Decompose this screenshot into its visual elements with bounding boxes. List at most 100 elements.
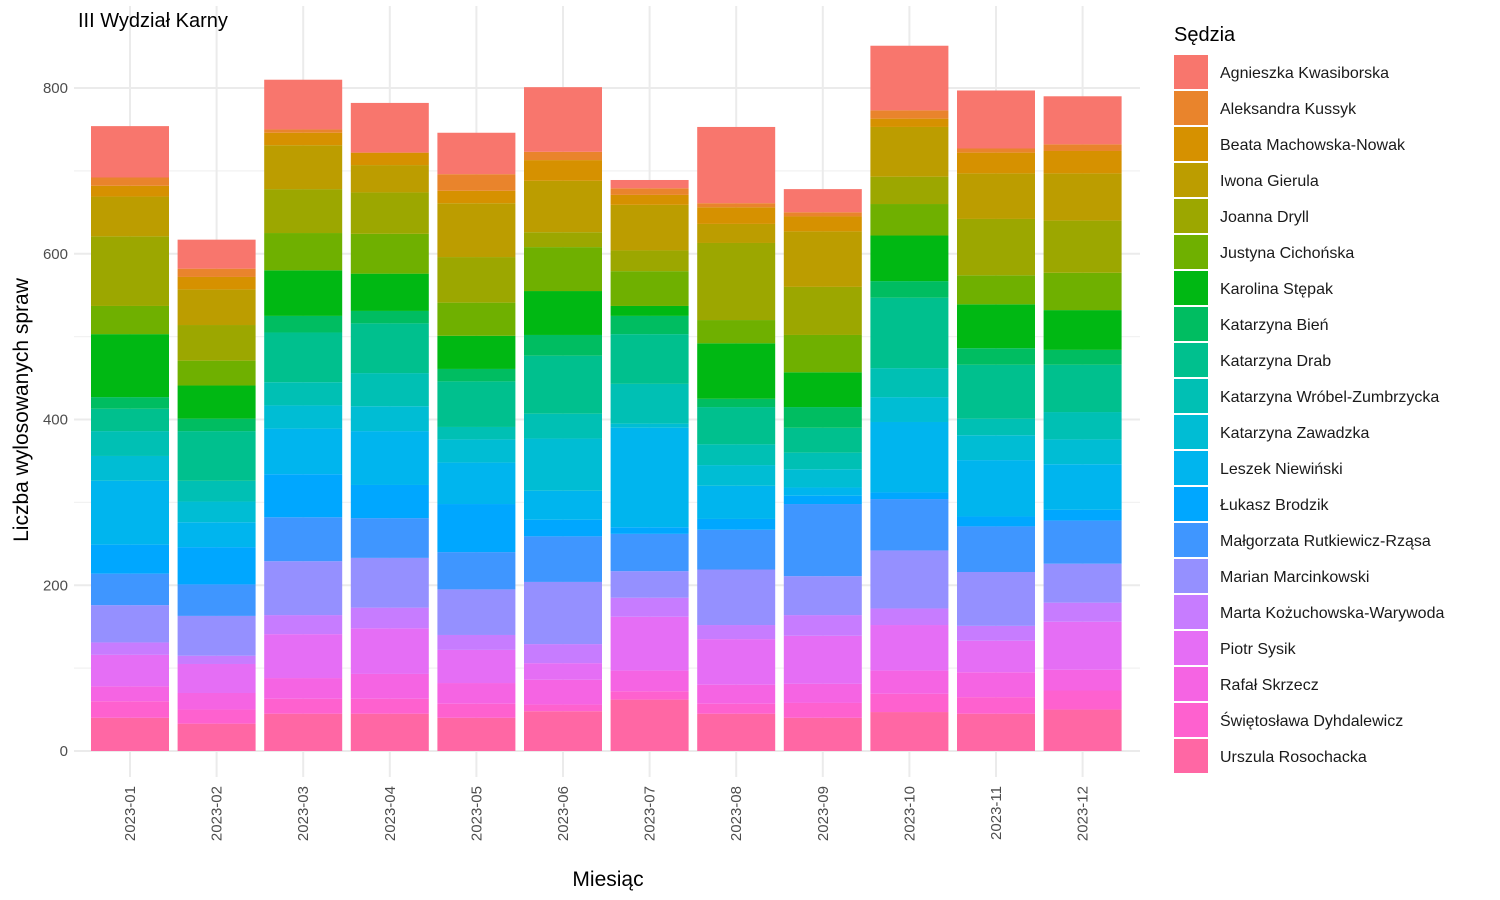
bar-segment [957, 672, 1035, 698]
bar-segment [610, 571, 689, 598]
x-tick-label: 2023-11 [988, 786, 1005, 840]
bar-segment [524, 232, 602, 248]
bar-segment [177, 360, 256, 386]
bar-segment [610, 597, 689, 617]
bar-segment [437, 203, 516, 258]
bar-segment [610, 194, 689, 205]
bar-segment [177, 547, 256, 585]
legend-swatch [1174, 667, 1208, 701]
bar-segment [91, 177, 169, 186]
bar-segment [610, 271, 689, 306]
bar-segment [610, 533, 689, 572]
bar-segment [1043, 690, 1122, 710]
legend-label: Katarzyna Zawadzka [1220, 425, 1370, 442]
bar-segment [264, 428, 343, 475]
x-tick-label: 2023-07 [642, 786, 659, 841]
bar-segment [264, 189, 343, 234]
bar-segment [437, 426, 516, 440]
bar-segment [437, 368, 516, 382]
bar-segment [1043, 509, 1122, 521]
bar-segment [264, 315, 343, 333]
x-tick-label: 2023-10 [901, 786, 918, 841]
legend-swatch [1174, 91, 1208, 125]
bar-segment [783, 372, 862, 408]
bar-segment [91, 701, 169, 718]
legend-swatch [1174, 631, 1208, 665]
bar-segment [783, 427, 862, 453]
bar-segment [350, 323, 429, 374]
bar-segment [1043, 621, 1122, 670]
bar-segment [264, 713, 343, 751]
legend-label: Joanna Dryll [1220, 209, 1309, 226]
bar-segment [783, 469, 862, 488]
bar-segment [957, 218, 1035, 276]
bar-segment [91, 642, 169, 655]
bar-segment [957, 516, 1035, 527]
bar-segment [957, 275, 1035, 305]
bar-segment [437, 504, 516, 553]
bar-segment [870, 608, 949, 626]
bar-segment [870, 118, 949, 127]
bar-segment [697, 569, 776, 626]
bar-segment [524, 704, 602, 712]
bar-segment [437, 174, 516, 191]
bar-segment [610, 334, 689, 384]
bar-segment [957, 148, 1035, 153]
legend-swatch [1174, 739, 1208, 773]
bar-segment [91, 605, 169, 643]
bar-segment [610, 427, 689, 528]
bar-segment [524, 644, 602, 664]
y-tick-label: 400 [43, 412, 68, 429]
bar-segment [1043, 520, 1122, 564]
bar-segment [437, 552, 516, 590]
bar-segment [870, 281, 949, 298]
bar-segment [177, 615, 256, 656]
bar-segment [783, 635, 862, 684]
bar-segment [524, 438, 602, 491]
bar-segment [177, 480, 256, 502]
bar-segment [610, 204, 689, 251]
legend-swatch [1174, 127, 1208, 161]
bar-segment [437, 132, 516, 175]
bar-segment [524, 247, 602, 292]
bar-segment [783, 683, 862, 703]
x-axis-title: Miesiąc [572, 868, 643, 891]
bar-segment [264, 79, 343, 130]
bar-segment [957, 90, 1035, 149]
bars [91, 45, 1122, 751]
bar-segment [524, 581, 602, 645]
bar-segment [91, 236, 169, 306]
bar-segment [350, 628, 429, 674]
bar-segment [1043, 439, 1122, 465]
bar-segment [783, 717, 862, 751]
bar-segment [957, 364, 1035, 419]
bar-segment [91, 431, 169, 456]
bar-segment [870, 625, 949, 671]
bar-segment [350, 484, 429, 519]
legend-swatch [1174, 595, 1208, 629]
bar-segment [264, 678, 343, 699]
bar-segment [870, 499, 949, 551]
bar-segment [610, 305, 689, 316]
legend-label: Justyna Cichońska [1220, 245, 1354, 262]
bar-segment [783, 504, 862, 577]
legend-swatch [1174, 703, 1208, 737]
bar-segment [870, 45, 949, 111]
bar-segment [1043, 709, 1122, 751]
bar-segment [697, 529, 776, 570]
bar-segment [264, 405, 343, 429]
bar-segment [870, 297, 949, 369]
bar-segment [524, 711, 602, 751]
bar-segment [91, 717, 169, 751]
bar-segment [697, 465, 776, 486]
bar-segment [697, 242, 776, 321]
bar-segment [177, 325, 256, 361]
bar-segment [524, 519, 602, 537]
legend-swatch [1174, 343, 1208, 377]
bar-segment [264, 634, 343, 679]
legend-swatch [1174, 415, 1208, 449]
bar-segment [870, 550, 949, 609]
bar-segment [957, 348, 1035, 365]
y-tick-label: 600 [43, 246, 68, 263]
bar-segment [264, 270, 343, 316]
